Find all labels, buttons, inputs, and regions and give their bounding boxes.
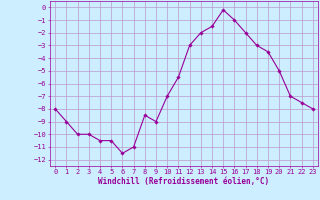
X-axis label: Windchill (Refroidissement éolien,°C): Windchill (Refroidissement éolien,°C) <box>99 177 269 186</box>
